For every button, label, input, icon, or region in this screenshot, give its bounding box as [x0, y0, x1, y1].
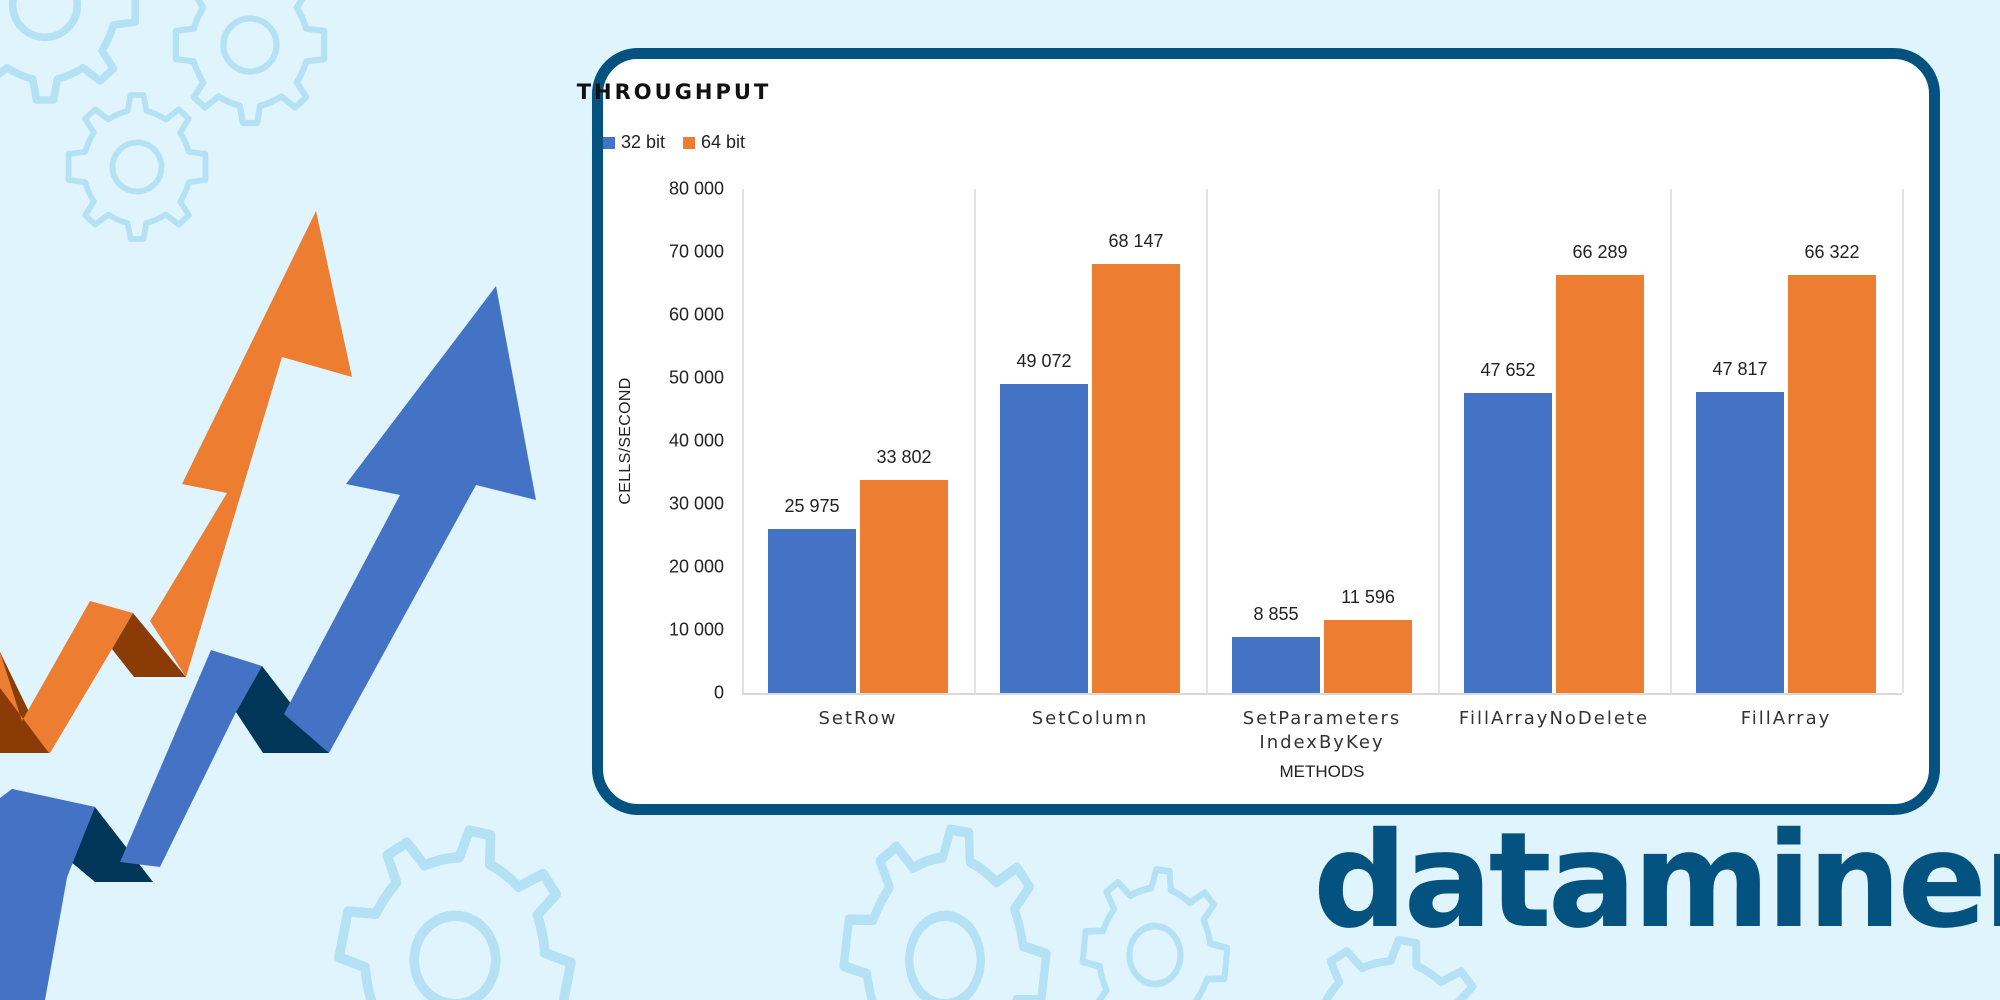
- y-tick-label: 50 000: [668, 367, 724, 388]
- x-axis-line: [742, 693, 1902, 695]
- y-tick-label: 70 000: [668, 241, 724, 262]
- brand-logo: dataminer: [1313, 804, 2000, 958]
- rising-arrow-blue-icon: [0, 286, 536, 1000]
- x-tick-label: FillArrayNoDelete: [1438, 707, 1670, 731]
- gear-icon: [319, 807, 592, 1000]
- bar-32bit: [1696, 391, 1784, 693]
- category-separator: [1438, 189, 1440, 693]
- bar-64bit: [860, 480, 948, 693]
- data-label: 66 322: [1804, 242, 1860, 263]
- legend-item-64bit: 64 bit: [683, 132, 745, 153]
- data-label: 66 289: [1572, 242, 1628, 263]
- x-tick-label-line: FillArray: [1740, 708, 1832, 729]
- y-tick-label: 20 000: [668, 556, 724, 577]
- category-separator: [1206, 189, 1208, 693]
- x-tick-label-line: FillArrayNoDelete: [1458, 708, 1650, 729]
- gear-icon: [176, 0, 324, 123]
- legend-swatch-64bit: [683, 136, 695, 149]
- bar-64bit: [1092, 263, 1180, 693]
- x-tick-label: SetParameters IndexByKey: [1206, 707, 1438, 755]
- legend-label-32bit: 32 bit: [620, 132, 665, 152]
- y-tick-label: 40 000: [668, 430, 724, 451]
- gear-icon: [69, 95, 206, 239]
- x-tick-label: SetRow: [742, 707, 974, 731]
- x-axis-label: METHODS: [1279, 762, 1365, 781]
- y-tick-label: 30 000: [668, 493, 724, 514]
- bar-64bit: [1324, 619, 1412, 693]
- data-label: 47 817: [1712, 358, 1768, 379]
- data-label: 47 652: [1480, 359, 1536, 380]
- data-label: 68 147: [1108, 230, 1164, 251]
- bar-32bit: [1232, 637, 1320, 693]
- category-separator: [1902, 189, 1904, 693]
- legend-swatch-32bit: [602, 136, 615, 149]
- y-tick-label: 0: [713, 682, 724, 703]
- gear-icon: [832, 814, 1059, 1000]
- chart-legend: 32 bit 64 bit: [0, 132, 1348, 153]
- bar-64bit: [1788, 275, 1876, 693]
- x-tick-label: SetColumn: [974, 707, 1206, 731]
- y-tick-label: 80 000: [668, 178, 724, 199]
- x-tick-label-line: SetParameters: [1242, 708, 1402, 729]
- chart-title: THROUGHPUT: [576, 80, 772, 104]
- data-label: 11 596: [1341, 586, 1395, 607]
- y-tick-label: 10 000: [668, 619, 724, 640]
- x-tick-label-line: SetColumn: [1031, 708, 1149, 729]
- x-tick-label: FillArray: [1670, 707, 1902, 731]
- legend-label-64bit: 64 bit: [701, 132, 746, 152]
- x-tick-label-line: SetRow: [818, 708, 898, 729]
- data-label: 49 072: [1016, 350, 1072, 371]
- bar-32bit: [768, 529, 856, 693]
- data-label: 25 975: [784, 496, 840, 517]
- category-separator: [974, 189, 976, 693]
- category-separator: [1670, 189, 1672, 693]
- bar-32bit: [1464, 392, 1552, 693]
- bar-32bit: [1000, 383, 1088, 693]
- x-tick-label-line: IndexByKey: [1259, 732, 1385, 753]
- legend-item-32bit: 32 bit: [602, 132, 665, 153]
- bar-64bit: [1556, 275, 1644, 693]
- data-label: 8 855: [1253, 604, 1299, 625]
- gear-icon: [1076, 862, 1233, 1000]
- y-axis-line: [742, 189, 744, 693]
- rising-arrow-orange-icon: [0, 211, 352, 753]
- y-tick-label: 60 000: [668, 304, 724, 325]
- data-label: 33 802: [876, 447, 932, 468]
